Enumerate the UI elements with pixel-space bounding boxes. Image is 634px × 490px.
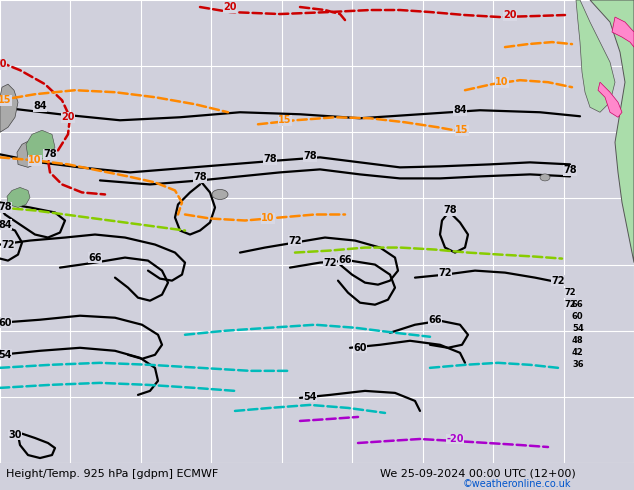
Polygon shape: [0, 84, 18, 132]
Text: 20: 20: [0, 59, 7, 69]
Text: 54: 54: [572, 324, 584, 333]
Ellipse shape: [212, 190, 228, 199]
Text: 72: 72: [323, 258, 337, 268]
Text: 84: 84: [33, 101, 47, 111]
Text: 60: 60: [0, 318, 12, 328]
Polygon shape: [612, 17, 634, 47]
Text: 72: 72: [564, 300, 576, 309]
Text: 72: 72: [564, 288, 576, 297]
Text: 15: 15: [455, 125, 469, 135]
Text: 84: 84: [453, 105, 467, 115]
Text: 78: 78: [563, 166, 577, 175]
Text: 10: 10: [495, 77, 508, 87]
Polygon shape: [7, 187, 30, 207]
Text: Height/Temp. 925 hPa [gdpm] ECMWF: Height/Temp. 925 hPa [gdpm] ECMWF: [6, 469, 219, 479]
Polygon shape: [17, 140, 40, 168]
Text: 20: 20: [223, 2, 236, 12]
Text: 30: 30: [8, 430, 22, 440]
Text: 36: 36: [572, 360, 584, 369]
Text: 42: 42: [572, 348, 584, 357]
Text: 15: 15: [0, 95, 12, 105]
Text: 54: 54: [0, 350, 12, 360]
Text: 66: 66: [428, 315, 442, 325]
Text: 66: 66: [88, 252, 101, 263]
Text: 78: 78: [43, 149, 57, 159]
Text: 78: 78: [443, 205, 457, 216]
Text: 72: 72: [551, 276, 565, 286]
Polygon shape: [598, 82, 622, 117]
Text: 78: 78: [303, 151, 317, 161]
Text: 10: 10: [29, 155, 42, 165]
Text: 15: 15: [278, 115, 292, 125]
Text: 72: 72: [288, 236, 302, 245]
Text: 20: 20: [503, 10, 517, 20]
Text: 66: 66: [339, 255, 352, 265]
Text: 78: 78: [0, 202, 12, 213]
Text: 54: 54: [303, 392, 317, 402]
Ellipse shape: [540, 174, 550, 181]
Text: ©weatheronline.co.uk: ©weatheronline.co.uk: [463, 479, 571, 489]
Text: 60: 60: [353, 343, 366, 353]
Polygon shape: [576, 0, 615, 112]
Text: 72: 72: [438, 268, 452, 278]
Text: -20: -20: [446, 434, 463, 444]
Text: 84: 84: [0, 220, 12, 229]
Polygon shape: [26, 130, 55, 160]
Text: 78: 78: [193, 172, 207, 182]
Text: 20: 20: [61, 112, 75, 122]
Polygon shape: [590, 0, 634, 263]
Text: 78: 78: [263, 154, 277, 164]
Text: We 25-09-2024 00:00 UTC (12+00): We 25-09-2024 00:00 UTC (12+00): [380, 469, 576, 479]
Text: 66: 66: [572, 300, 584, 309]
Text: 72: 72: [1, 240, 15, 249]
Text: 10: 10: [261, 214, 275, 223]
Text: 60: 60: [572, 312, 584, 321]
Text: 48: 48: [572, 336, 584, 345]
